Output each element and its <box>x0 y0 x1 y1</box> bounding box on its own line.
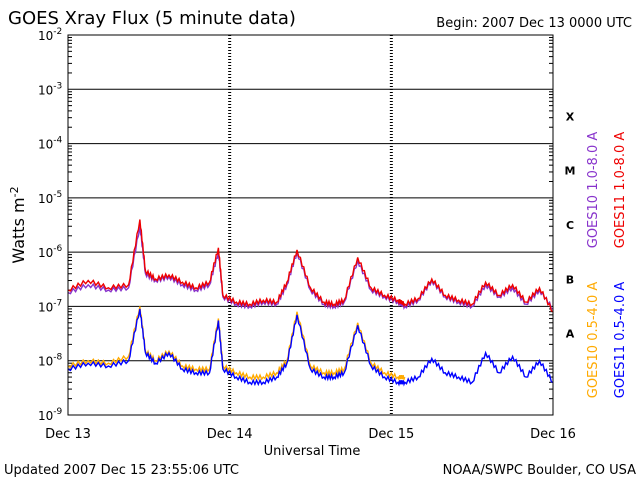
legend-entry: GOES10 1.0-8.0 A <box>586 132 601 249</box>
flare-class-label: A <box>566 328 575 341</box>
y-tick-label: 10-3 <box>38 81 62 97</box>
flare-class-label: C <box>566 219 574 232</box>
series-line <box>67 306 406 382</box>
x-axis-ticks: Dec 13 Dec 14 Dec 15 Dec 16 <box>45 427 576 442</box>
legend-entry: GOES10 0.5-4.0 A <box>586 282 601 399</box>
series-line <box>67 308 554 387</box>
legend: GOES10 1.0-8.0 A GOES11 1.0-8.0 A GOES10 0… <box>586 132 628 399</box>
y-tick-label: 10-8 <box>38 353 63 369</box>
flare-class-label: B <box>566 273 574 286</box>
y-tick-label: 10-7 <box>38 298 62 314</box>
y-tick-label: 10-6 <box>38 244 63 260</box>
credit-text: NOAA/SWPC Boulder, CO USA <box>443 463 636 478</box>
series-line <box>67 219 554 313</box>
updated-timestamp: Updated 2007 Dec 15 23:55:06 UTC <box>4 463 239 478</box>
x-tick-label: Dec 14 <box>207 427 253 442</box>
grid-lines <box>68 35 553 415</box>
x-axis-label: Universal Time <box>264 444 361 459</box>
y-axis-ticks: 10-9 10-8 10-7 10-6 10-5 10-4 10-3 10-2 <box>38 27 63 423</box>
begin-time: Begin: 2007 Dec 13 0000 UTC <box>436 16 632 31</box>
y-tick-label: 10-4 <box>38 136 63 152</box>
y-tick-label: 10-2 <box>38 27 62 43</box>
flare-class-label: M <box>565 165 576 178</box>
flare-class-labels: A B C M X <box>565 110 576 340</box>
legend-entry: GOES11 1.0-8.0 A <box>613 132 628 249</box>
minor-ticks <box>68 36 553 400</box>
series-layer <box>67 219 554 387</box>
y-axis-label: Watts m-2 <box>8 186 28 263</box>
chart-title: GOES Xray Flux (5 minute data) <box>8 8 296 29</box>
flare-class-label: X <box>566 110 575 123</box>
plot-frame <box>67 34 554 416</box>
legend-entry: GOES11 0.5-4.0 A <box>613 282 628 399</box>
series-line <box>67 226 554 310</box>
x-tick-label: Dec 15 <box>368 427 414 442</box>
x-tick-label: Dec 13 <box>45 427 91 442</box>
x-tick-label: Dec 16 <box>530 427 576 442</box>
y-tick-label: 10-9 <box>38 407 63 423</box>
y-tick-label: 10-5 <box>38 190 62 206</box>
